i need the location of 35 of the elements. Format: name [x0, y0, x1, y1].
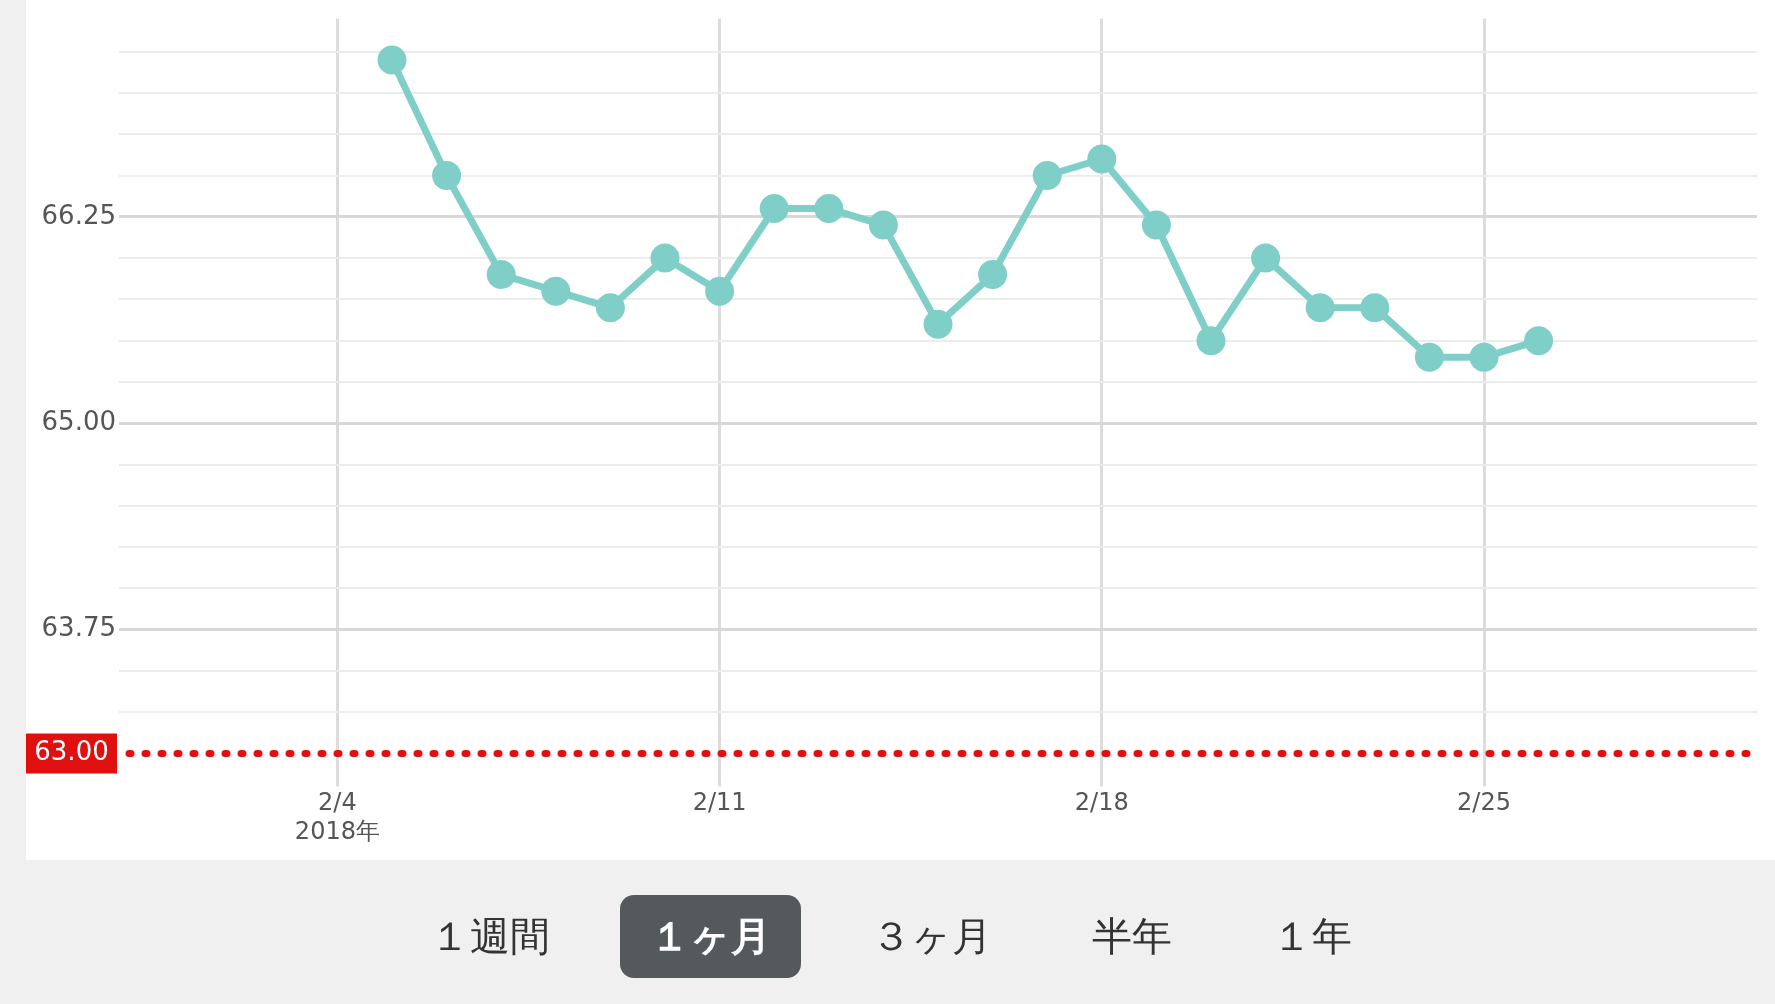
point	[1032, 161, 1062, 191]
point	[377, 45, 407, 75]
point	[1087, 144, 1117, 174]
point	[432, 161, 462, 191]
ref-line-label: 63.00	[34, 736, 109, 767]
point	[541, 276, 571, 306]
point	[1196, 326, 1226, 356]
point	[1305, 293, 1335, 323]
point	[1251, 243, 1281, 273]
text: ３ヶ月	[870, 912, 993, 961]
point	[923, 309, 953, 339]
point	[868, 210, 898, 240]
x-tick-label: 2/18	[1074, 788, 1129, 817]
point	[486, 260, 516, 290]
x-tick-label: 2/11	[692, 788, 747, 817]
y-tick-label: 65.00	[41, 406, 116, 437]
text: １ヶ月	[620, 895, 801, 978]
point	[650, 243, 680, 273]
text: 半年	[1091, 912, 1173, 961]
point	[1414, 342, 1444, 372]
point	[595, 293, 625, 323]
point	[814, 194, 844, 224]
point	[1524, 326, 1554, 356]
y-tick-label: 63.75	[41, 612, 116, 643]
point	[978, 260, 1008, 290]
text: １週間	[429, 912, 551, 961]
x-tick-label: 2/25	[1457, 788, 1511, 817]
point	[759, 194, 789, 224]
point	[705, 276, 735, 306]
y-tick-label: 66.25	[41, 199, 116, 230]
x-tick-label: 2/4 2018年	[294, 788, 380, 845]
point	[1141, 210, 1171, 240]
point	[1469, 342, 1499, 372]
text: １年	[1271, 912, 1353, 961]
point	[1360, 293, 1390, 323]
